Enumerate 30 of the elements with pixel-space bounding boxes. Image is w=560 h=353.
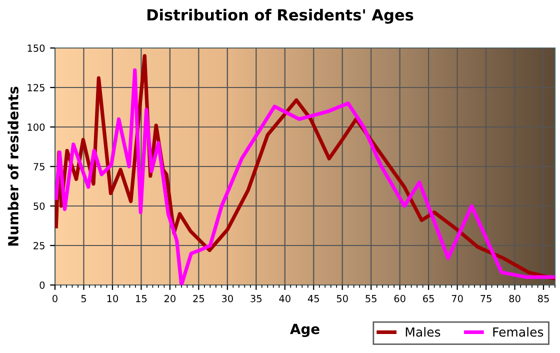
x-tick-label: 10: [107, 294, 118, 302]
y-tick-label: 25: [34, 242, 44, 250]
x-tick-label: 70: [452, 294, 463, 302]
y-tick-label: 125: [28, 84, 44, 92]
chart-title: Distribution of Residents' Ages: [147, 8, 414, 24]
x-tick-label: 30: [222, 294, 233, 302]
x-tick-label: 60: [394, 294, 406, 302]
x-tick-label: 80: [509, 294, 520, 302]
x-tick-label: 35: [250, 294, 262, 302]
x-tick-label: 15: [136, 295, 147, 302]
x-tick-label: 50: [336, 294, 348, 302]
x-tick-label: 85: [538, 294, 549, 302]
x-tick-label: 45: [308, 295, 319, 302]
x-tick-label: 75: [480, 295, 492, 302]
x-tick-label: 25: [193, 294, 204, 302]
y-tick-label: 0: [40, 281, 45, 289]
x-tick-label: 5: [81, 295, 86, 302]
y-tick-label: 75: [34, 163, 44, 170]
x-tick-label: 40: [279, 294, 290, 302]
y-tick-label: 50: [34, 202, 45, 210]
x-tick-label: 65: [423, 294, 434, 302]
legend-label: Males: [406, 327, 440, 337]
y-tick-label: 100: [28, 123, 45, 131]
y-axis-title: Number of residents: [8, 86, 18, 246]
x-tick-label: 55: [366, 295, 376, 302]
x-tick-label: 0: [52, 294, 58, 302]
y-tick-label: 150: [28, 44, 45, 52]
x-tick-label: 20: [164, 294, 176, 302]
legend-label: Females: [493, 327, 544, 337]
x-axis-title: Age: [290, 324, 320, 338]
